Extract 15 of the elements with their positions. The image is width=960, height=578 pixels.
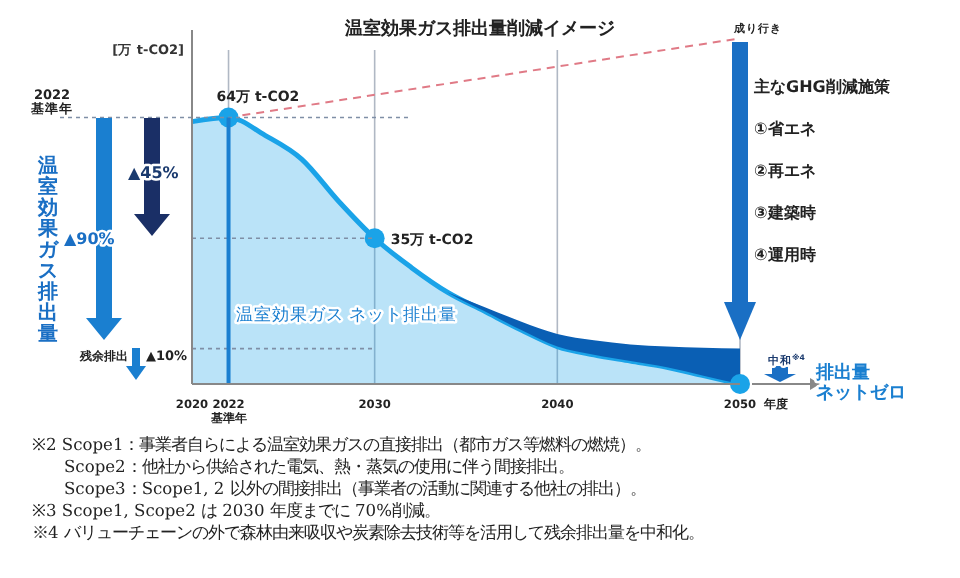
text: ②再エネ	[754, 162, 816, 180]
text: ※2 Scope1：事業者自らによる温室効果ガスの直接排出（都市ガス等燃料の燃焼）。	[32, 434, 652, 454]
text: Scope3：Scope1, 2 以外の間接排出（事業者の活動に関連する他社の排出）。	[32, 478, 646, 498]
text: Scope2：他社から供給された電気、熱・蒸気の使用に伴う間接排出。	[32, 456, 574, 476]
text: ④運用時	[754, 246, 816, 264]
text: ネットゼロ	[816, 382, 906, 404]
text: ※4 バリューチェーンの外で森林由来吸収や炭素除去技術等を活用して残余排出量を中和化。	[32, 522, 704, 542]
text: ①省エネ	[754, 120, 816, 138]
text: ※3 Scope1, Scope2 は 2030 年度までに 70%削減。	[32, 500, 440, 520]
annotation: 温室効果ガス ネット排出量	[236, 304, 458, 326]
text: 主なGHG削減施策	[752, 76, 892, 96]
text: 排出量	[814, 362, 870, 384]
text: ③建築時	[754, 204, 816, 222]
chart-title: 温室効果ガス排出量削減イメージ	[343, 18, 615, 40]
text: 温室効果ガス排出量	[38, 156, 58, 346]
